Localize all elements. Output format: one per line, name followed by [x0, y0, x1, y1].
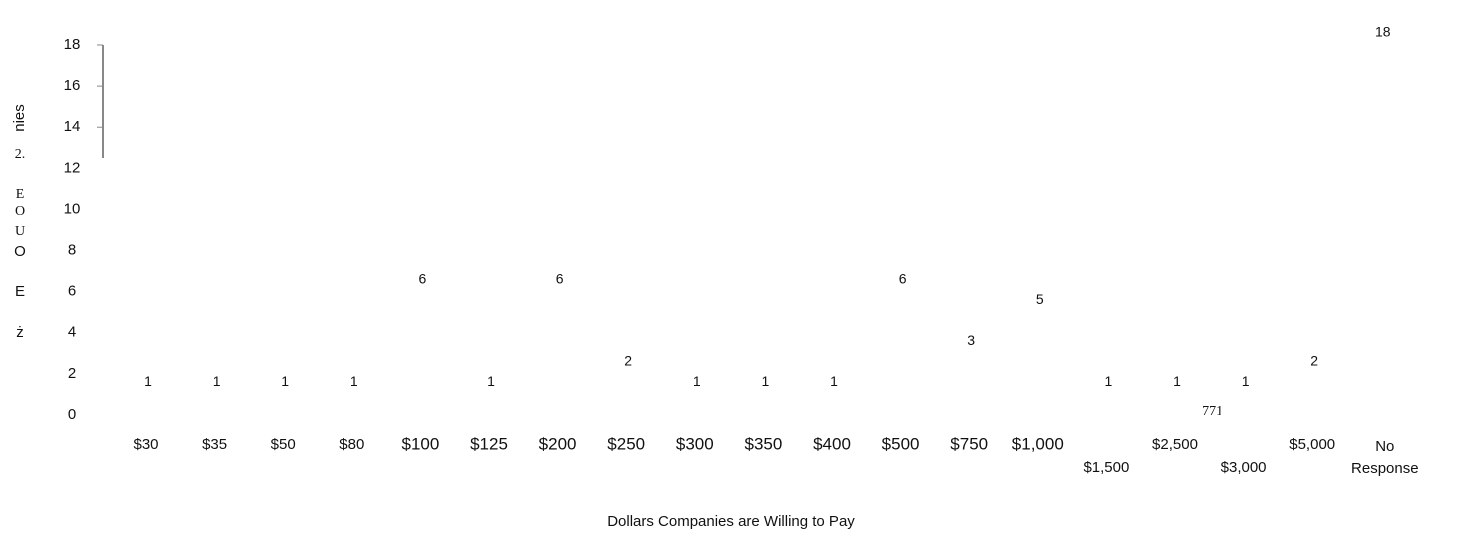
data-label: 1: [487, 373, 495, 389]
bar: [191, 394, 242, 415]
y-axis-label-fragment: 2.: [15, 147, 26, 162]
x-tick-label: $400: [813, 434, 851, 453]
x-tick-label: $750: [950, 434, 988, 453]
x-tick-label: $5,000: [1289, 436, 1335, 453]
bar: [1220, 394, 1271, 415]
data-label: 1: [1173, 373, 1181, 389]
x-tick-label: $30: [133, 436, 158, 453]
data-label: 1: [762, 373, 770, 389]
x-tick-label: $1,500: [1083, 459, 1129, 476]
bar: [809, 394, 859, 415]
y-axis-label-fragment: U: [15, 224, 25, 239]
bar: [603, 373, 654, 415]
data-label: 2: [1310, 353, 1318, 369]
data-label: 1: [693, 373, 701, 389]
data-label: 2: [624, 353, 632, 369]
data-label: 6: [419, 270, 427, 286]
y-tick-label: 0: [68, 406, 76, 423]
y-tick-label: 6: [68, 283, 76, 300]
y-tick-label: 14: [64, 118, 81, 135]
x-tick-label: $300: [676, 434, 714, 453]
bar: [1014, 312, 1065, 415]
bar: [1152, 394, 1202, 415]
bar: [123, 394, 173, 415]
bar: [466, 394, 516, 415]
y-axis-label-fragment: O: [15, 204, 25, 219]
x-tick-label: $500: [882, 434, 920, 453]
y-axis-label-fragment: E: [16, 187, 25, 202]
x-tick-label: $125: [470, 434, 508, 453]
y-tick-label: 10: [64, 200, 81, 217]
x-tick-label: $350: [744, 434, 782, 453]
data-label: 1: [830, 373, 838, 389]
bar: [740, 394, 791, 415]
x-tick-label: $1,000: [1012, 434, 1064, 453]
data-label: 1: [213, 373, 221, 389]
y-tick-label: 16: [64, 77, 81, 94]
bar: [397, 291, 448, 415]
x-tick-label: $250: [607, 434, 645, 453]
bar: [328, 394, 379, 415]
bar: [260, 394, 311, 415]
data-label: 1: [144, 373, 152, 389]
bar: [1083, 394, 1134, 415]
x-tick-label: $50: [271, 436, 296, 453]
x-tick-label: $2,500: [1152, 436, 1198, 453]
y-axis-label-fragment: nies: [11, 104, 28, 132]
x-tick-label: $80: [339, 436, 364, 453]
data-label: 6: [899, 270, 907, 286]
bar: [1289, 373, 1340, 415]
y-tick-label: 4: [68, 324, 76, 341]
y-tick-label: 12: [64, 159, 81, 176]
data-label: 18: [1375, 24, 1391, 40]
x-tick-label: $35: [202, 436, 227, 453]
y-tick-label: 2: [68, 365, 76, 382]
bar: [1357, 45, 1408, 415]
y-axis-label-fragment: E: [15, 283, 25, 300]
data-label: 1: [1105, 373, 1113, 389]
data-label: 3: [967, 332, 975, 348]
data-label: 1: [350, 373, 358, 389]
y-axis-label-fragment: O: [14, 243, 26, 260]
bar: [534, 291, 585, 415]
x-tick-label: No Response: [1351, 438, 1419, 477]
data-label: 1: [281, 373, 289, 389]
bar: [671, 394, 722, 415]
data-label: 1: [1242, 373, 1250, 389]
data-label: 5: [1036, 291, 1044, 307]
data-label: 6: [556, 270, 564, 286]
bar: [946, 353, 997, 415]
y-tick-label: 8: [68, 242, 76, 259]
x-axis-label: Dollars Companies are Willing to Pay: [607, 513, 855, 530]
y-axis-label-fragment: ż: [16, 324, 24, 341]
bar: [877, 291, 928, 415]
x-tick-label: $3,000: [1221, 459, 1267, 476]
y-tick-label: 18: [64, 36, 81, 53]
x-tick-label: $100: [401, 434, 439, 453]
x-tick-label: $200: [539, 434, 577, 453]
